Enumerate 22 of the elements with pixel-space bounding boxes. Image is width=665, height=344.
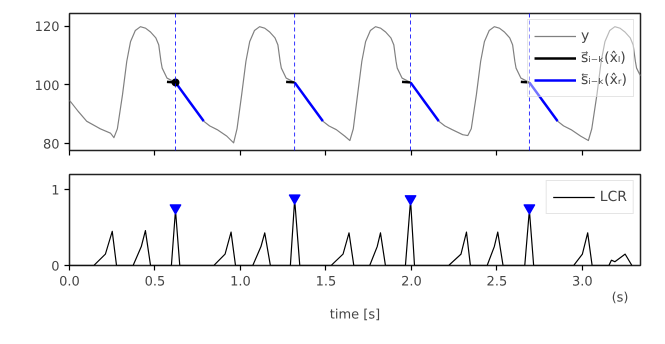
point	[169, 204, 182, 215]
x-tick-label: 0.0	[59, 274, 80, 290]
x-tick-label: 2.5	[486, 274, 508, 290]
x-tick-label: 0.5	[144, 274, 166, 290]
text: (s)	[612, 290, 629, 306]
point	[523, 204, 536, 215]
legend-label: y	[581, 28, 590, 44]
legend-label: LCR	[600, 189, 627, 205]
point	[404, 195, 417, 206]
x-axis-title: time [s]	[330, 308, 380, 322]
legend-label: s⃗ᵢ₋ₖ(x̂ₗ)	[581, 50, 626, 66]
legend-label: s⃖ᵢ₋ₖ(x̂ᵣ)	[581, 72, 627, 88]
x-tick-label: 2.0	[401, 274, 422, 290]
x-tick-label: 1.5	[316, 274, 336, 290]
y-tick-label: 0	[51, 260, 60, 274]
y-tick-label: 100	[34, 78, 60, 94]
point	[288, 194, 301, 205]
y-tick-label: 1	[51, 184, 60, 199]
x-tick-label: 1.0	[230, 274, 251, 290]
y-tick-label: 80	[42, 137, 60, 152]
y-tick-label: 120	[34, 20, 60, 36]
x-tick-label: 3.0	[572, 274, 593, 290]
